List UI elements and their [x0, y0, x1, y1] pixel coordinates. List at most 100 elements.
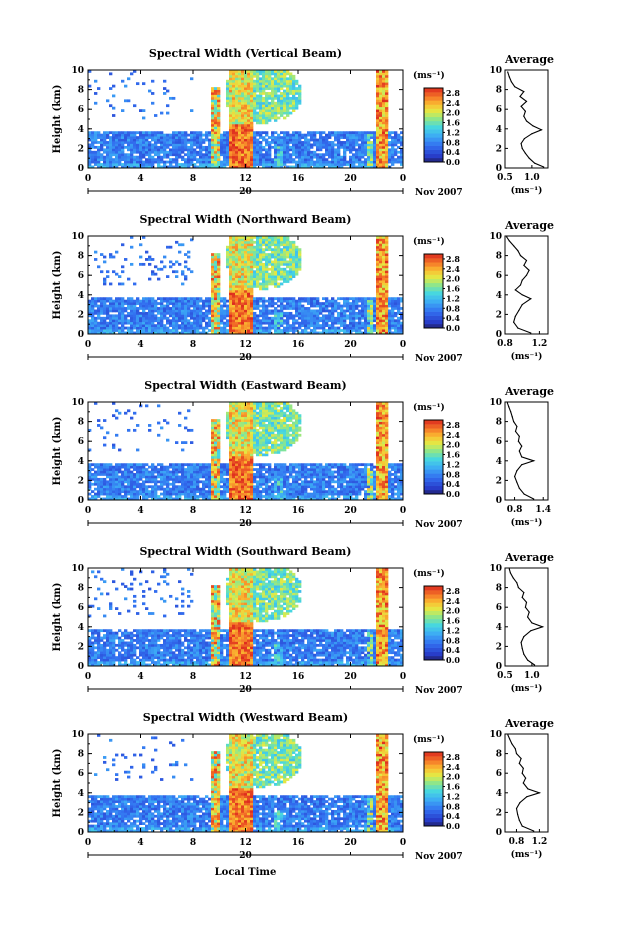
heatmap-cell [271, 90, 274, 93]
heatmap-cell [121, 310, 124, 313]
heatmap-cell [235, 92, 238, 95]
heatmap-cell [268, 300, 271, 303]
heatmap-cell [250, 314, 253, 317]
heatmap-cell [283, 246, 286, 249]
heatmap-cell [109, 148, 112, 151]
heatmap-cell [364, 151, 367, 154]
heatmap-cell [178, 134, 181, 137]
heatmap-cell [196, 131, 199, 134]
heatmap-cell [283, 253, 286, 256]
heatmap-cell [340, 141, 343, 144]
heatmap-cell [154, 493, 157, 496]
heatmap-cell [382, 148, 385, 151]
heatmap-cell [253, 285, 256, 288]
heatmap-cell [127, 300, 130, 303]
heatmap-cell [397, 302, 400, 305]
heatmap-cell [151, 80, 154, 83]
heatmap-cell [244, 261, 247, 264]
heatmap-cell [265, 134, 268, 137]
heatmap-cell [292, 256, 295, 259]
heatmap-cell [148, 131, 151, 134]
heatmap-cell [280, 82, 283, 85]
average-profile-point [518, 310, 519, 311]
heatmap-cell [214, 283, 217, 286]
heatmap-cell [283, 258, 286, 261]
heatmap-cell [223, 144, 226, 147]
heatmap-cell [235, 295, 238, 298]
heatmap-cell [271, 92, 274, 95]
average-y-tick-label: 4 [496, 125, 502, 135]
heatmap-cell [382, 261, 385, 264]
heatmap-cell [259, 153, 262, 156]
heatmap-cell [343, 305, 346, 308]
heatmap-cell [163, 256, 166, 259]
heatmap-cell [148, 329, 151, 332]
heatmap-cell [250, 163, 253, 166]
heatmap-cell [280, 307, 283, 310]
heatmap-cell [103, 485, 106, 488]
heatmap-cell [235, 72, 238, 75]
heatmap-cell [379, 273, 382, 276]
heatmap-cell [310, 322, 313, 325]
heatmap-cell [100, 297, 103, 300]
heatmap-cell [91, 300, 94, 303]
heatmap-cell [94, 312, 97, 315]
heatmap-cell [379, 314, 382, 317]
heatmap-cell [316, 327, 319, 330]
heatmap-cell [301, 146, 304, 149]
heatmap-cell [295, 153, 298, 156]
heatmap-cell [220, 317, 223, 320]
heatmap-cell [283, 305, 286, 308]
heatmap-cell [178, 310, 181, 313]
heatmap-cell [142, 471, 145, 474]
heatmap-cell [262, 112, 265, 115]
heatmap-cell [127, 136, 130, 139]
heatmap-cell [232, 139, 235, 142]
heatmap-cell [238, 312, 241, 315]
heatmap-cell [337, 319, 340, 322]
heatmap-cell [340, 158, 343, 161]
heatmap-cell [181, 312, 184, 315]
heatmap-cell [361, 322, 364, 325]
heatmap-cell [232, 114, 235, 117]
heatmap-cell [277, 104, 280, 107]
heatmap-cell [106, 275, 109, 278]
heatmap-cell [295, 146, 298, 149]
heatmap-cell [235, 270, 238, 273]
heatmap-cell [196, 324, 199, 327]
heatmap-cell [211, 156, 214, 159]
heatmap-cell [265, 117, 268, 120]
heatmap-cell [265, 300, 268, 303]
heatmap-cell [139, 319, 142, 322]
heatmap-cell [151, 317, 154, 320]
heatmap-cell [256, 307, 259, 310]
heatmap-cell [235, 319, 238, 322]
heatmap-cell [139, 156, 142, 159]
heatmap-cell [154, 302, 157, 305]
heatmap-cell [133, 466, 136, 469]
heatmap-cell [163, 493, 166, 496]
heatmap-cell [253, 117, 256, 120]
heatmap-cell [94, 471, 97, 474]
heatmap-cell [376, 251, 379, 254]
heatmap-cell [352, 305, 355, 308]
heatmap-cell [373, 300, 376, 303]
heatmap-cell [199, 153, 202, 156]
heatmap-cell [283, 112, 286, 115]
heatmap-cell [256, 146, 259, 149]
heatmap-cell [238, 314, 241, 317]
heatmap-cell [139, 109, 142, 112]
heatmap-cell [145, 480, 148, 483]
heatmap-cell [163, 495, 166, 498]
heatmap-cell [295, 322, 298, 325]
heatmap-cell [172, 314, 175, 317]
heatmap-cell [115, 297, 118, 300]
heatmap-cell [259, 327, 262, 330]
heatmap-cell [175, 297, 178, 300]
heatmap-cell [262, 268, 265, 271]
heatmap-cell [136, 310, 139, 313]
heatmap-cell [295, 148, 298, 151]
heatmap-cell [316, 324, 319, 327]
heatmap-cell [250, 278, 253, 281]
heatmap-cell [166, 476, 169, 479]
